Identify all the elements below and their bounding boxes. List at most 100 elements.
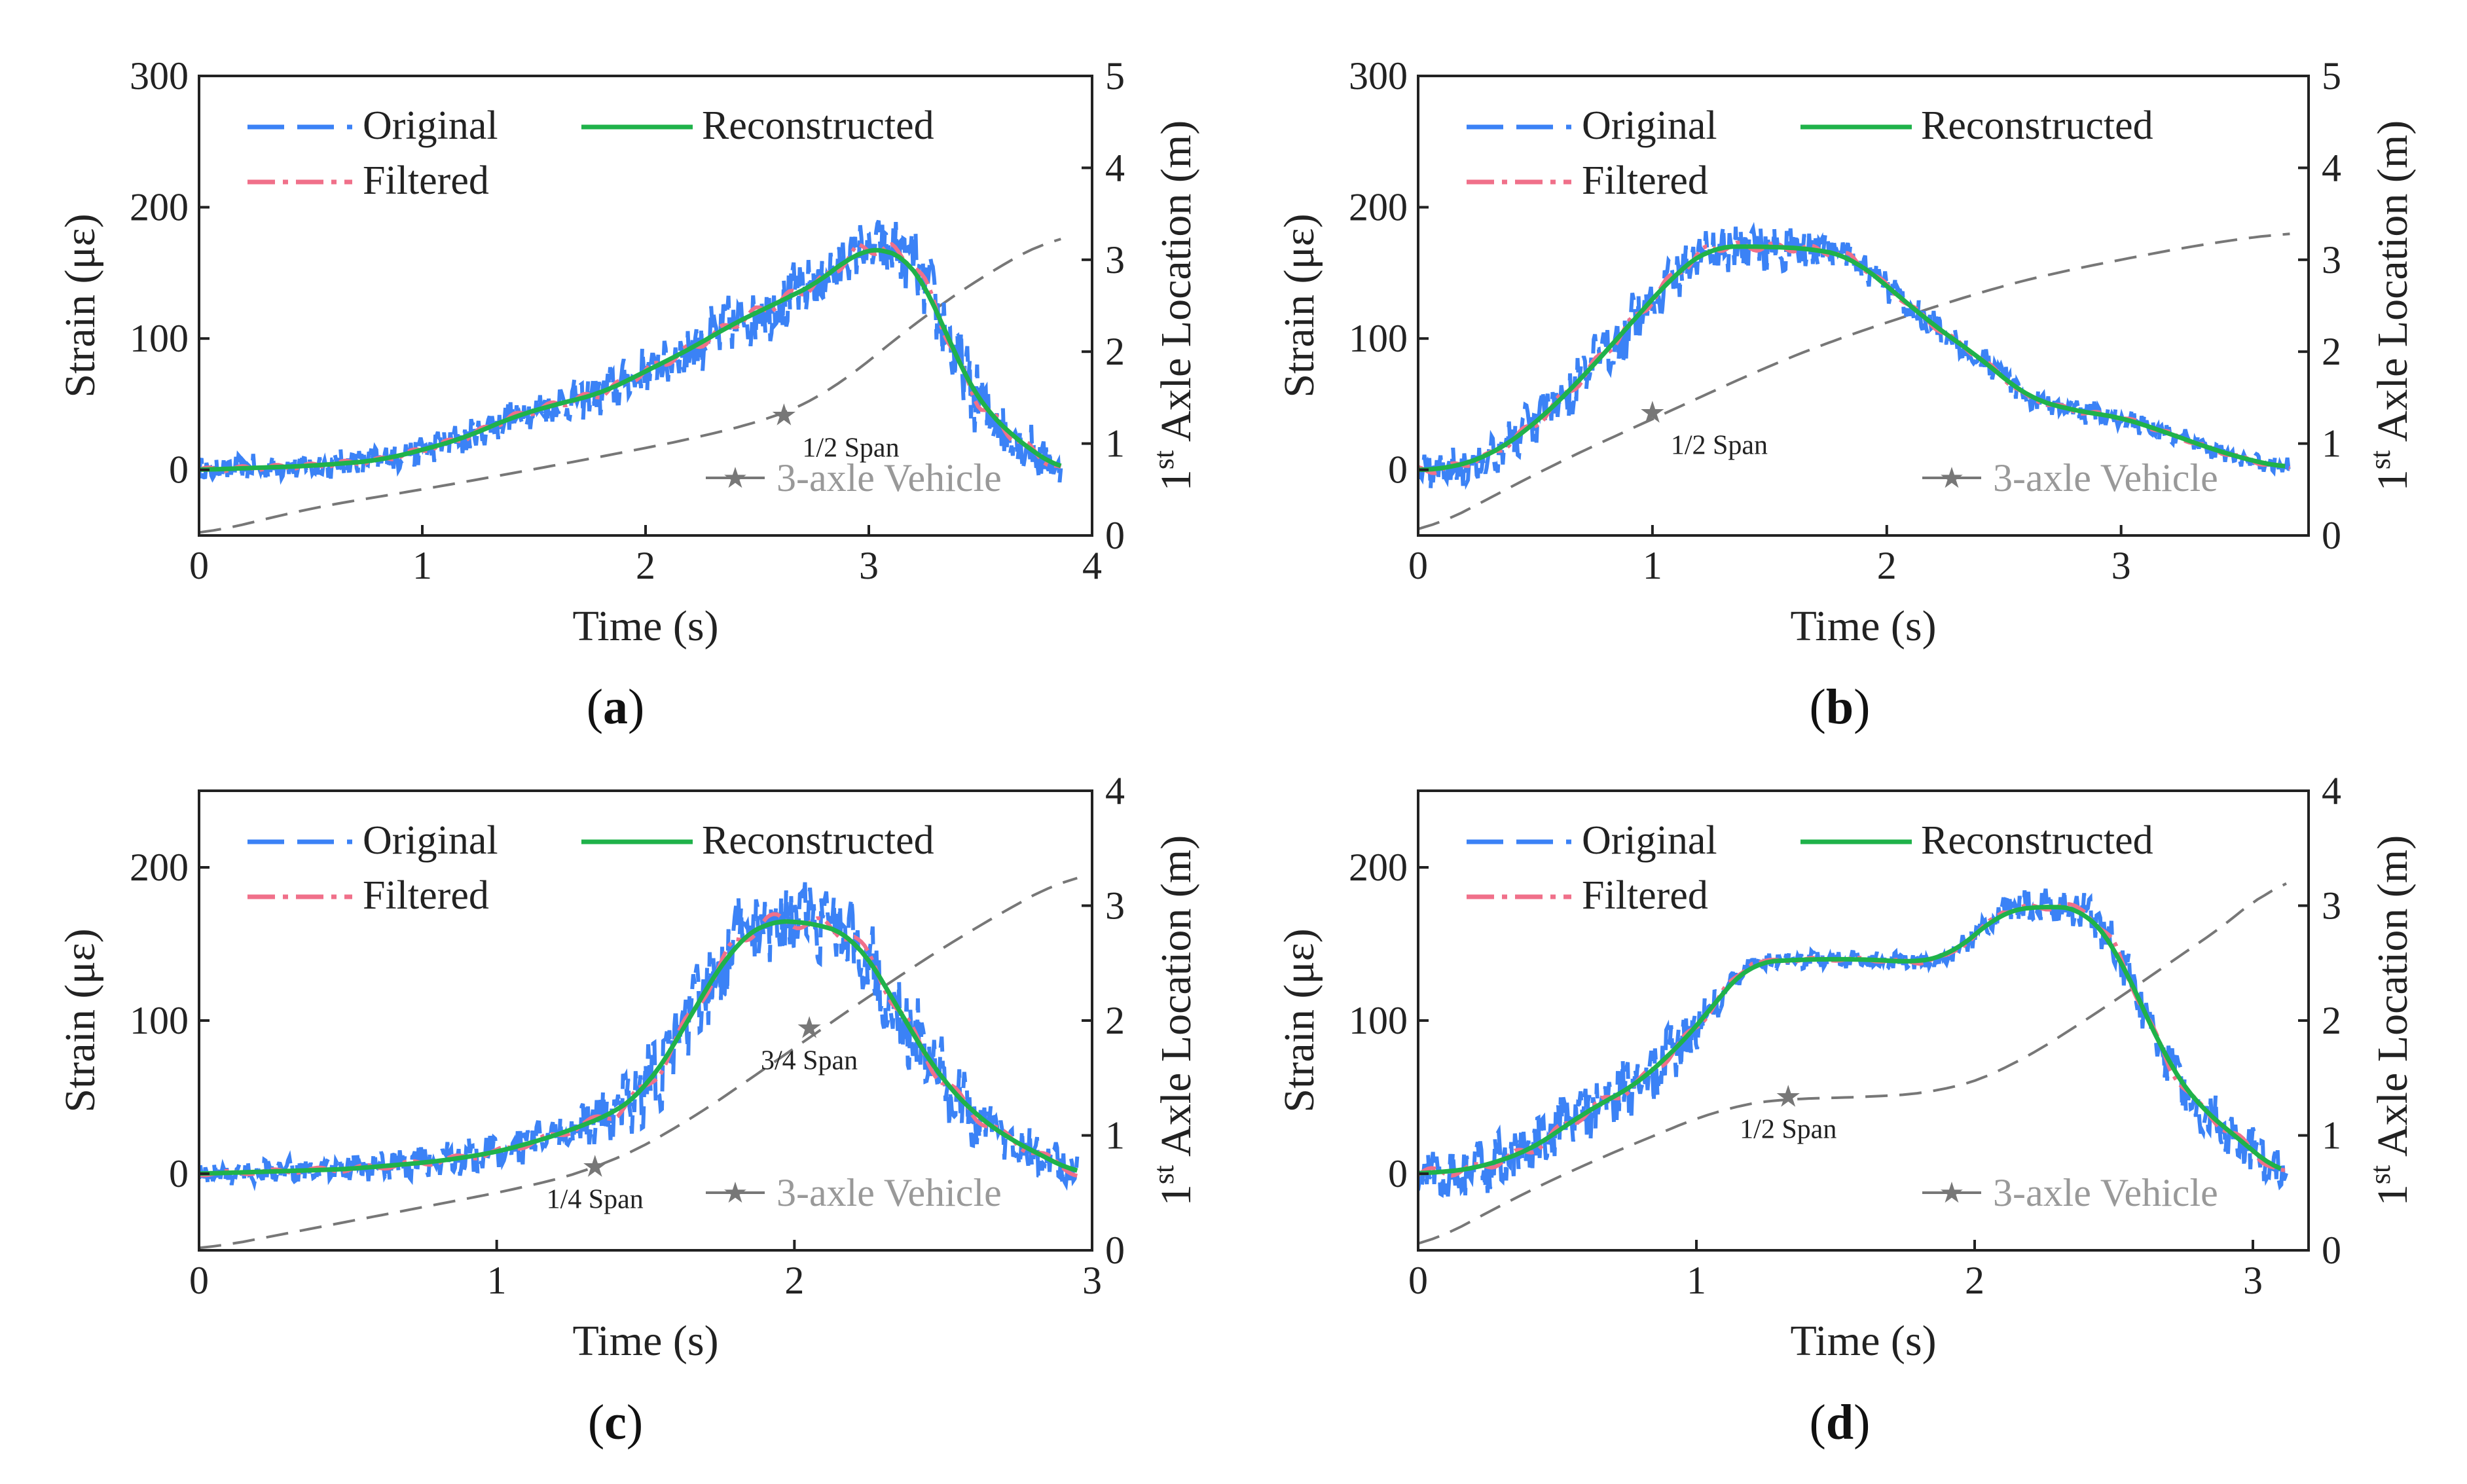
y-tick-label: 100 (130, 317, 189, 360)
panel-label-letter: a (603, 679, 628, 734)
panel-label-close: ) (628, 679, 644, 734)
x-tick-label: 0 (189, 544, 209, 587)
x-tick-label: 2 (636, 544, 655, 587)
span-annotation-label: 1/4 Span (547, 1185, 644, 1215)
y-tick-label: 100 (1349, 999, 1408, 1042)
y2-axis-label-superscript: st (2364, 1165, 2396, 1184)
y2-axis-label-superscript: st (1148, 1165, 1180, 1184)
x-tick-label: 3 (2111, 544, 2131, 587)
y2-tick-label: 1 (2322, 422, 2341, 465)
legend-reconstructed-label: Reconstructed (1921, 818, 2153, 863)
panel-label-letter: c (604, 1395, 627, 1450)
vehicle-legend-star: ★ (722, 1177, 748, 1209)
y2-tick-label: 4 (2322, 769, 2341, 812)
x-tick-label: 2 (1965, 1259, 1984, 1302)
original-series-line (1418, 888, 2288, 1199)
reconstructed-series-line (199, 919, 1078, 1176)
panel-label-open: ( (588, 1395, 604, 1450)
vehicle-legend-star: ★ (722, 462, 748, 494)
y-tick-label: 0 (1388, 448, 1408, 492)
legend-filtered-label: Filtered (363, 873, 489, 918)
y-tick-label: 200 (130, 846, 189, 889)
filtered-series-line (199, 912, 1078, 1178)
panel-label-open: ( (587, 679, 603, 734)
x-tick-label: 1 (1687, 1259, 1706, 1302)
legend-original-label: Original (1582, 818, 1717, 863)
y-tick-label: 200 (1349, 186, 1408, 229)
legend-original-label: Original (363, 818, 498, 863)
x-tick-label: 2 (784, 1259, 804, 1302)
y2-axis-label: 1st Axle Location (m) (2364, 120, 2417, 491)
y2-tick-label: 5 (2322, 54, 2341, 98)
legend-reconstructed-label: Reconstructed (1921, 103, 2153, 148)
y-tick-label: 0 (169, 1152, 189, 1195)
x-axis-label: Time (s) (1790, 1317, 1936, 1365)
vehicle-legend-star: ★ (1939, 1177, 1964, 1209)
y-tick-label: 100 (130, 999, 189, 1042)
plot-frame (1417, 75, 2310, 537)
y2-tick-label: 2 (1105, 330, 1125, 373)
y-tick-label: 0 (1388, 1152, 1408, 1195)
span-marker-star: ★ (771, 398, 797, 431)
y2-axis-label-suffix: Axle Location (m) (2369, 120, 2417, 450)
y2-axis-label-suffix: Axle Location (m) (1152, 120, 1200, 450)
x-tick-label: 1 (487, 1259, 507, 1302)
legend-filtered-label: Filtered (1582, 158, 1708, 203)
panel-label-open: ( (1810, 679, 1826, 734)
filtered-series-line (199, 242, 1062, 473)
y2-axis-label-superscript: st (1148, 450, 1180, 469)
x-tick-label: 3 (1082, 1259, 1102, 1302)
panel-label-letter: b (1826, 679, 1854, 734)
legend-reconstructed-label: Reconstructed (702, 818, 934, 863)
x-tick-label: 3 (2243, 1259, 2263, 1302)
x-axis-label: Time (s) (572, 1317, 718, 1365)
original-series-line (199, 219, 1063, 485)
legend-original-label: Original (363, 103, 498, 148)
y2-axis-label-prefix: 1 (1152, 1184, 1200, 1206)
panel-label: (c) (588, 1395, 643, 1450)
y2-axis-label-superscript: st (2364, 450, 2396, 469)
y2-axis-label-suffix: Axle Location (m) (2369, 835, 2417, 1165)
y-tick-label: 100 (1349, 317, 1408, 360)
panel-label-close: ) (627, 1395, 643, 1450)
y-axis-label: Strain (με) (56, 928, 104, 1112)
span-marker-star: ★ (795, 1011, 822, 1044)
y2-tick-label: 0 (1105, 514, 1125, 557)
original-series-line (1418, 222, 2291, 490)
panel-label: (d) (1810, 1395, 1871, 1450)
y-axis-label: Strain (με) (1275, 213, 1323, 397)
y2-tick-label: 0 (2322, 514, 2341, 557)
panel-label-letter: d (1826, 1395, 1854, 1450)
x-tick-label: 1 (412, 544, 432, 587)
panel-label-close: ) (1854, 679, 1870, 734)
vehicle-legend-label: 3-axle Vehicle (1993, 456, 2218, 499)
y2-tick-label: 2 (2322, 999, 2341, 1042)
x-tick-label: 0 (1408, 544, 1428, 587)
y2-tick-label: 3 (2322, 884, 2341, 928)
y-tick-label: 200 (130, 186, 189, 229)
vehicle-legend-star: ★ (1939, 462, 1964, 494)
y2-axis-label: 1st Axle Location (m) (2364, 835, 2417, 1206)
y2-tick-label: 5 (1105, 54, 1125, 98)
legend-original-label: Original (1582, 103, 1717, 148)
y2-tick-label: 0 (2322, 1229, 2341, 1272)
vehicle-legend-label: 3-axle Vehicle (1993, 1171, 2218, 1214)
y2-axis-label-prefix: 1 (1152, 469, 1200, 491)
legend-reconstructed-label: Reconstructed (702, 103, 934, 148)
y-tick-label: 0 (169, 448, 189, 492)
panel-label-open: ( (1810, 1395, 1826, 1450)
y2-tick-label: 1 (1105, 1114, 1125, 1157)
y-tick-label: 300 (1349, 54, 1408, 98)
x-tick-label: 4 (1082, 544, 1102, 587)
panel-label: (a) (587, 679, 645, 734)
y2-tick-label: 0 (1105, 1229, 1125, 1272)
span-annotation-label: 1/2 Span (1740, 1115, 1837, 1145)
y-tick-label: 300 (130, 54, 189, 98)
y2-axis-label-suffix: Axle Location (m) (1152, 835, 1200, 1165)
y2-axis-label: 1st Axle Location (m) (1148, 120, 1200, 491)
panel-label: (b) (1810, 679, 1871, 734)
legend-filtered-label: Filtered (1582, 873, 1708, 918)
x-tick-label: 2 (1877, 544, 1897, 587)
